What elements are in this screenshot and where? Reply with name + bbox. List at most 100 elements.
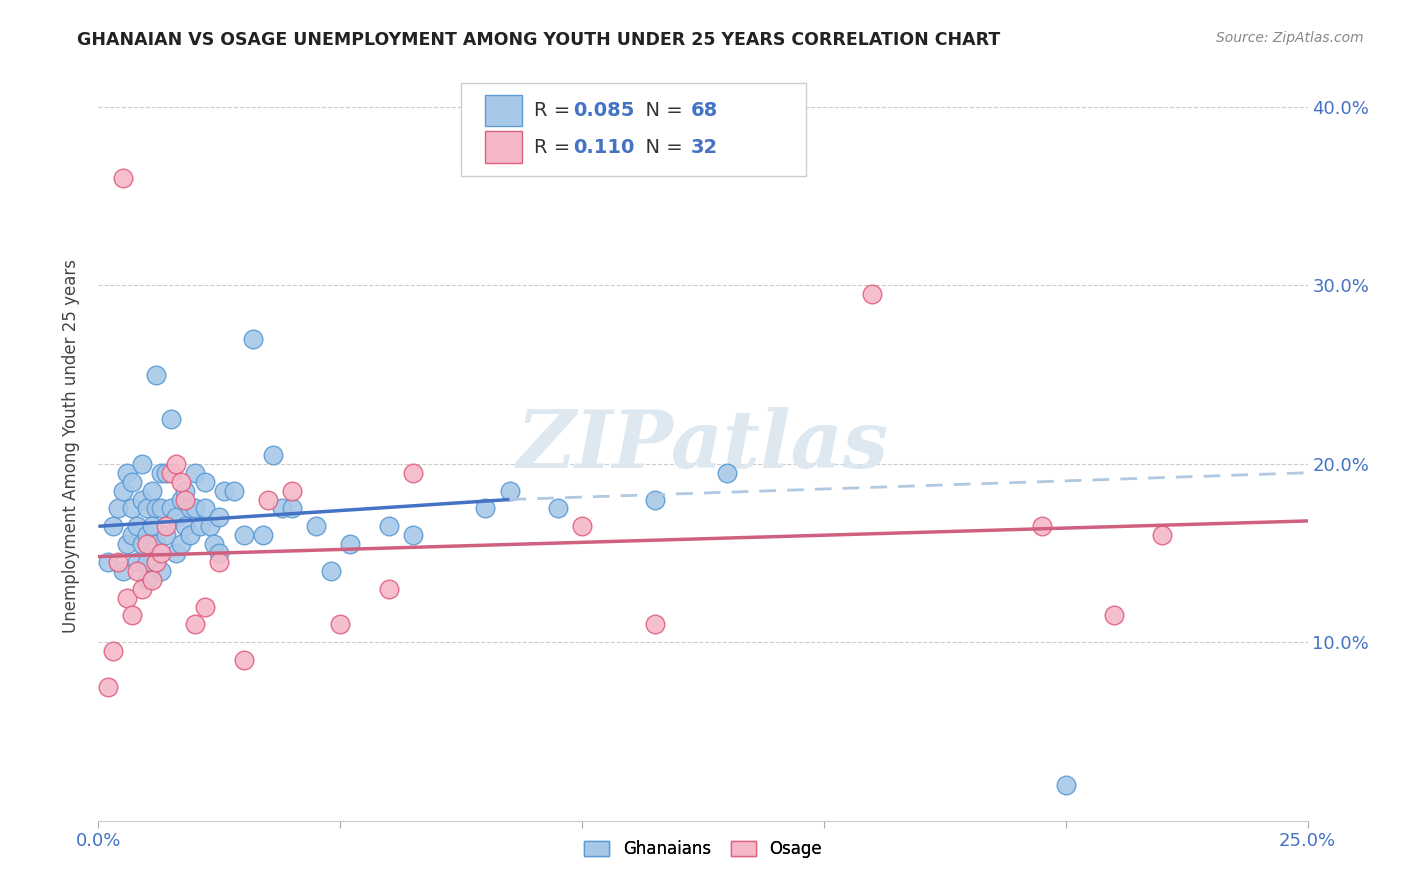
- Text: R =: R =: [534, 137, 582, 156]
- Point: [131, 492, 153, 507]
- Point: [281, 483, 304, 498]
- Point: [160, 466, 183, 480]
- Point: [135, 537, 157, 551]
- Point: [232, 528, 254, 542]
- Point: [155, 528, 177, 542]
- Point: [305, 519, 328, 533]
- Point: [101, 644, 124, 658]
- Point: [121, 475, 143, 489]
- Point: [169, 475, 191, 489]
- Point: [135, 528, 157, 542]
- Point: [1031, 519, 1053, 533]
- Point: [121, 608, 143, 623]
- Point: [127, 564, 149, 578]
- Point: [131, 537, 153, 551]
- Y-axis label: Unemployment Among Youth under 25 years: Unemployment Among Youth under 25 years: [62, 259, 80, 633]
- Point: [111, 483, 134, 498]
- Point: [135, 555, 157, 569]
- Point: [174, 519, 197, 533]
- Point: [107, 501, 129, 516]
- Point: [97, 555, 120, 569]
- Point: [716, 466, 738, 480]
- Point: [1102, 608, 1125, 623]
- Point: [402, 528, 425, 542]
- Point: [165, 546, 187, 560]
- Point: [150, 546, 173, 560]
- Point: [117, 537, 139, 551]
- Point: [141, 483, 163, 498]
- Point: [135, 573, 157, 587]
- Legend: Ghanaians, Osage: Ghanaians, Osage: [578, 833, 828, 864]
- Point: [498, 483, 520, 498]
- Point: [232, 653, 254, 667]
- FancyBboxPatch shape: [485, 95, 522, 126]
- FancyBboxPatch shape: [485, 131, 522, 162]
- Point: [145, 555, 167, 569]
- Point: [150, 466, 173, 480]
- Point: [860, 287, 883, 301]
- Point: [571, 519, 593, 533]
- Point: [188, 519, 211, 533]
- Point: [208, 510, 231, 524]
- Point: [127, 519, 149, 533]
- Point: [319, 564, 342, 578]
- Point: [184, 466, 207, 480]
- Point: [169, 537, 191, 551]
- Point: [174, 483, 197, 498]
- Point: [339, 537, 361, 551]
- Text: N =: N =: [633, 101, 689, 120]
- Point: [194, 475, 217, 489]
- Text: 0.110: 0.110: [574, 137, 636, 156]
- Point: [165, 457, 187, 471]
- Point: [111, 564, 134, 578]
- Point: [184, 501, 207, 516]
- Point: [135, 501, 157, 516]
- Point: [131, 457, 153, 471]
- Point: [252, 528, 274, 542]
- Text: R =: R =: [534, 101, 576, 120]
- Point: [402, 466, 425, 480]
- Point: [212, 483, 235, 498]
- Point: [644, 492, 666, 507]
- Text: GHANAIAN VS OSAGE UNEMPLOYMENT AMONG YOUTH UNDER 25 YEARS CORRELATION CHART: GHANAIAN VS OSAGE UNEMPLOYMENT AMONG YOU…: [77, 31, 1001, 49]
- Point: [121, 528, 143, 542]
- Point: [644, 617, 666, 632]
- Point: [169, 492, 191, 507]
- Point: [150, 501, 173, 516]
- Point: [204, 537, 226, 551]
- Point: [155, 519, 177, 533]
- Point: [1152, 528, 1174, 542]
- Point: [198, 519, 221, 533]
- Point: [111, 171, 134, 186]
- Point: [194, 501, 217, 516]
- Point: [101, 519, 124, 533]
- Text: 0.085: 0.085: [574, 101, 636, 120]
- Point: [242, 332, 264, 346]
- Point: [121, 501, 143, 516]
- Point: [145, 368, 167, 382]
- Point: [222, 483, 245, 498]
- Point: [160, 412, 183, 426]
- Point: [377, 582, 399, 596]
- Point: [160, 501, 183, 516]
- Point: [145, 501, 167, 516]
- Point: [155, 466, 177, 480]
- Point: [165, 510, 187, 524]
- Point: [179, 501, 201, 516]
- Point: [262, 448, 284, 462]
- Point: [474, 501, 496, 516]
- Point: [117, 591, 139, 605]
- Point: [281, 501, 304, 516]
- Point: [377, 519, 399, 533]
- Point: [179, 528, 201, 542]
- Point: [271, 501, 294, 516]
- Point: [547, 501, 569, 516]
- Text: ZIPatlas: ZIPatlas: [517, 408, 889, 484]
- Point: [131, 582, 153, 596]
- Point: [97, 680, 120, 694]
- Point: [107, 555, 129, 569]
- Text: 32: 32: [690, 137, 718, 156]
- Point: [1054, 778, 1077, 792]
- Point: [194, 599, 217, 614]
- Point: [117, 466, 139, 480]
